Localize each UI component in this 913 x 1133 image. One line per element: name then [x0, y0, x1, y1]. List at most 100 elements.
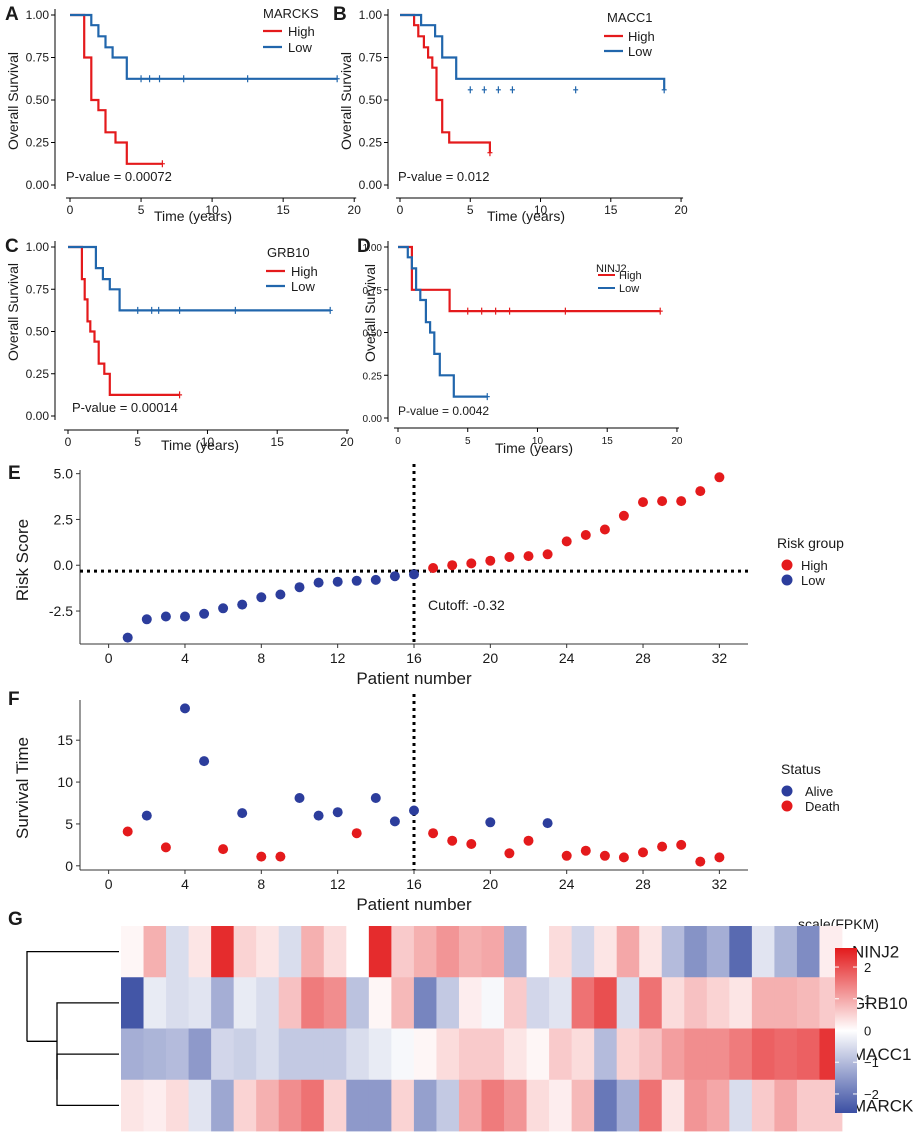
survival-time-point — [599, 850, 610, 861]
p-value-d: P-value = 0.0042 — [398, 404, 489, 418]
heatmap-cell — [616, 926, 640, 978]
risk-score-point — [580, 530, 591, 540]
dendrogram-branch — [56, 1002, 119, 1080]
risk-score-point — [485, 555, 496, 566]
heatmap-cell — [774, 977, 798, 1029]
risk-score-point — [180, 611, 190, 622]
x-tick-label: 24 — [559, 650, 575, 666]
survival-time-point — [618, 852, 629, 863]
y-tick-label: 0.50 — [363, 329, 383, 340]
heatmap-cell — [616, 977, 640, 1029]
x-axis-title-d: Time (years) — [495, 440, 573, 456]
survival-time-point — [237, 808, 248, 819]
x-tick-label: 32 — [712, 876, 728, 892]
dendrogram-branch — [56, 1053, 119, 1107]
survival-time-point — [542, 818, 553, 829]
heatmap-cell — [729, 977, 753, 1029]
heatmap-cell — [661, 926, 685, 978]
risk-score-point — [447, 560, 458, 571]
survival-curve-low — [68, 245, 331, 312]
km-panel-b: B Overall Survival Time (years) MACC1 Hi… — [333, 4, 688, 224]
heatmap-cell — [796, 1028, 820, 1081]
heatmap-cell — [684, 926, 708, 978]
heatmap-cell — [256, 977, 280, 1029]
heatmap-cell — [639, 1028, 663, 1081]
x-tick-label: 0 — [65, 435, 72, 449]
color-bar-label: 2 — [864, 960, 871, 975]
x-tick-label: 10 — [534, 203, 548, 217]
x-tick-label: 10 — [532, 436, 544, 447]
heatmap-cell — [458, 1028, 482, 1081]
heatmap-panel: G scale(FPKM) NINJ2GRB10MACC1MARCKS210−1… — [8, 909, 913, 1132]
heatmap-cell — [278, 926, 302, 978]
x-tick-label: 10 — [201, 435, 215, 449]
heatmap-cell — [413, 1028, 437, 1081]
heatmap-cell — [368, 1028, 392, 1081]
heatmap-cell — [233, 977, 257, 1029]
heatmap-cell — [549, 926, 573, 978]
heatmap-cell — [571, 1028, 595, 1081]
heatmap-cell — [188, 977, 212, 1029]
survival-time-point — [389, 816, 400, 827]
heatmap-cell — [706, 977, 730, 1029]
heatmap-cell — [211, 1079, 235, 1132]
legend-label-high-a: High — [288, 24, 315, 39]
legend-title-d: NINJ2 — [596, 263, 627, 275]
km-panel-d: D Overall Survival Time (years) NINJ2 Hi… — [357, 236, 683, 456]
heatmap-cell — [661, 1079, 685, 1132]
heatmap-row-label: NINJ2 — [852, 943, 899, 962]
survival-time-point — [466, 839, 477, 849]
heatmap-cell — [661, 977, 685, 1029]
survival-time-point — [580, 845, 591, 856]
legend-label-low-e: Low — [801, 573, 825, 588]
heatmap-cell — [121, 1079, 144, 1132]
x-tick-label: 20 — [674, 203, 688, 217]
x-tick-label: 5 — [467, 203, 474, 217]
survival-time-point — [332, 807, 343, 818]
panel-letter-b: B — [333, 4, 347, 25]
heatmap-cell — [481, 1079, 505, 1132]
y-tick-label: 0.00 — [359, 178, 383, 192]
x-tick-label: 16 — [406, 650, 422, 666]
heatmap-cell — [413, 977, 437, 1029]
heatmap-cell — [391, 1028, 415, 1081]
risk-score-point — [714, 472, 725, 483]
risk-score-point — [676, 496, 687, 507]
heatmap-cell — [504, 977, 527, 1029]
legend-title-e: Risk group — [777, 535, 844, 551]
x-tick-label: 32 — [712, 650, 728, 666]
y-tick-label: 0.00 — [363, 414, 383, 425]
heatmap-cell — [143, 1079, 167, 1132]
survival-curve-high — [400, 13, 491, 153]
heatmap-cell — [256, 926, 280, 978]
p-value-a: P-value = 0.00072 — [66, 169, 172, 184]
risk-score-point — [160, 611, 171, 622]
y-tick-label: -2.5 — [49, 603, 73, 619]
legend-label-low-d: Low — [619, 283, 639, 295]
survival-time-point — [561, 850, 572, 861]
y-tick-label: 0.75 — [359, 51, 383, 65]
survival-time-point — [275, 851, 286, 862]
heatmap-cell — [166, 1028, 189, 1081]
risk-score-point — [466, 558, 477, 569]
heatmap-cell — [774, 926, 798, 978]
km-panel-a: A Overall Survival Time (years) MARCKS H… — [5, 4, 361, 224]
heatmap-cell — [436, 1028, 460, 1081]
heatmap-cell — [751, 1028, 775, 1081]
heatmap-cell — [391, 1079, 415, 1132]
survival-curve-low — [398, 245, 488, 398]
heatmap-cell — [436, 1079, 460, 1132]
heatmap-cell — [639, 926, 663, 978]
x-axis-title-b: Time (years) — [487, 208, 565, 224]
heatmap-cell — [278, 1028, 302, 1081]
legend-label-high-c: High — [291, 264, 318, 279]
heatmap-cell — [706, 1079, 730, 1132]
x-axis-title-f: Patient number — [356, 895, 472, 914]
heatmap-cell — [233, 926, 257, 978]
heatmap-cell — [458, 1079, 482, 1132]
heatmap-cell — [346, 977, 370, 1029]
legend-label-high-e: High — [801, 558, 828, 573]
heatmap-cell — [571, 926, 595, 978]
x-tick-label: 12 — [330, 650, 346, 666]
heatmap-cell — [639, 1079, 663, 1132]
